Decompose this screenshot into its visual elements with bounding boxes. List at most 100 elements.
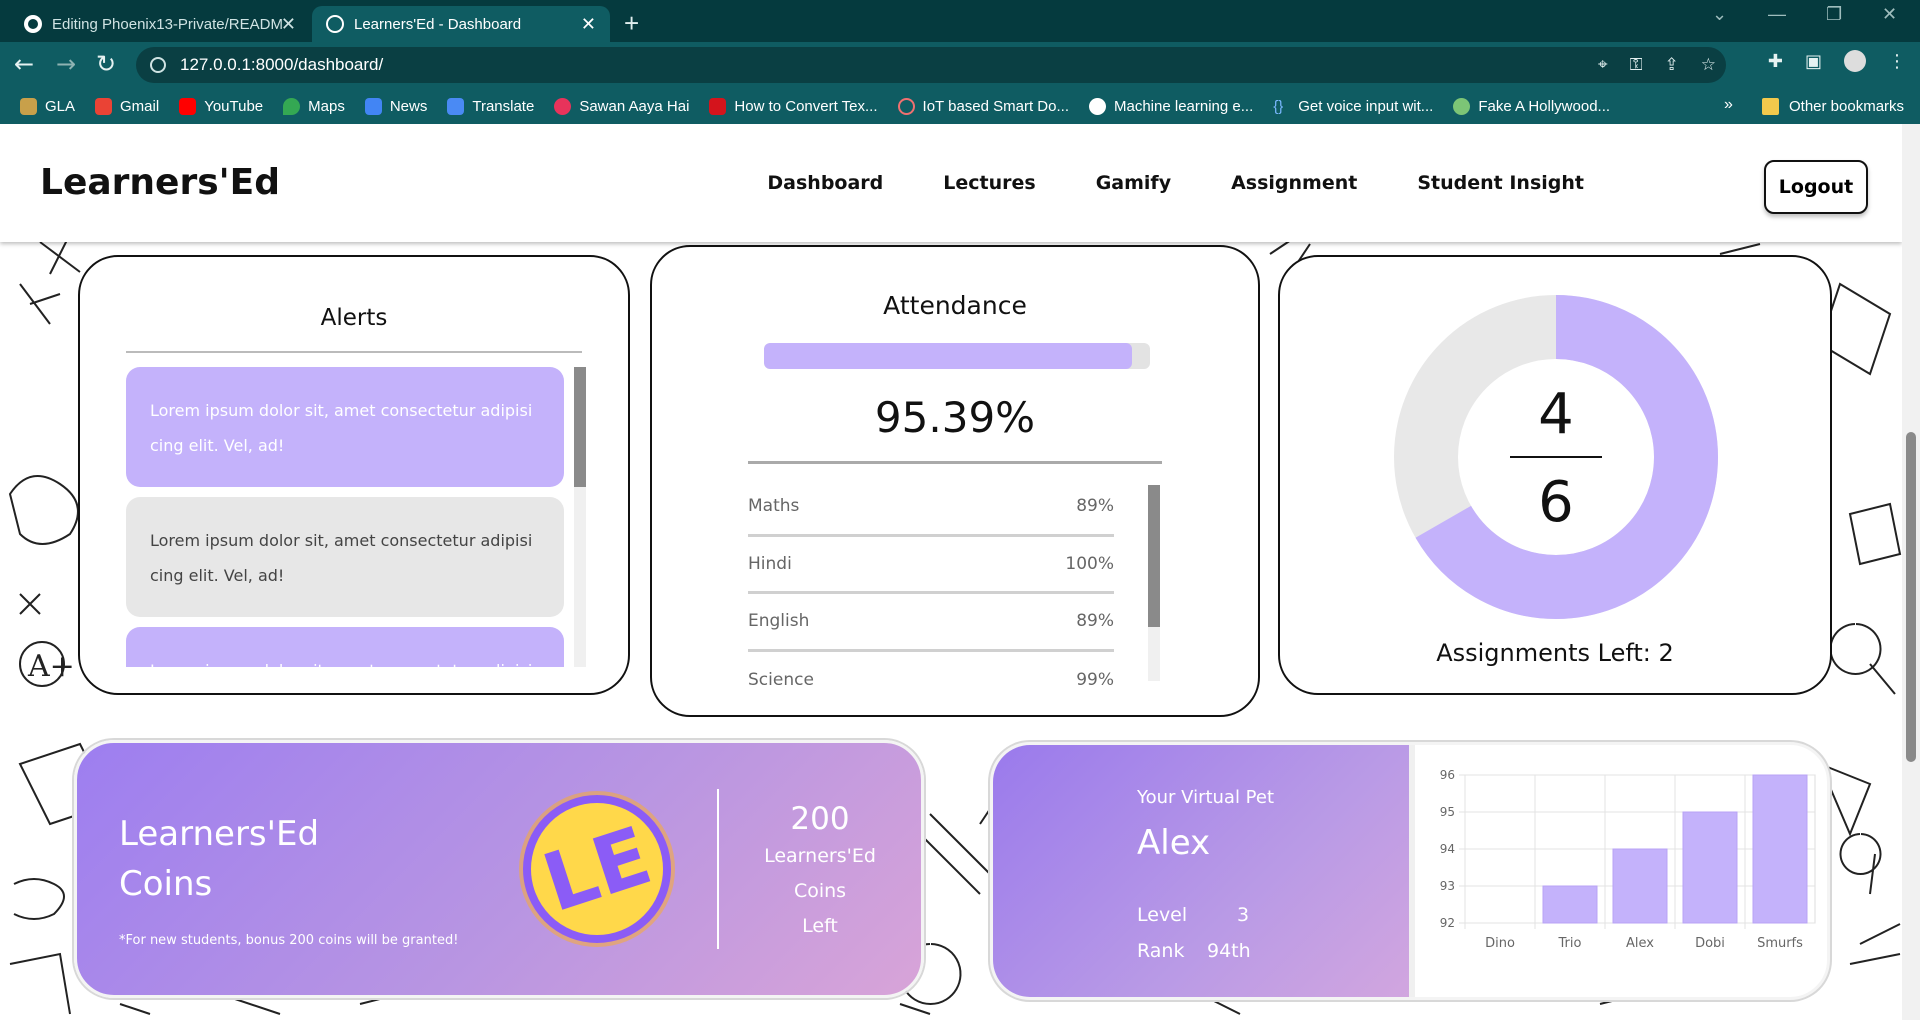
reload-icon[interactable]: ↻ xyxy=(96,50,117,78)
bookmark-news[interactable]: News xyxy=(364,97,427,115)
bookmark-voice[interactable]: {} Get voice input wit... xyxy=(1273,97,1434,115)
new-tab-button[interactable]: + xyxy=(624,8,640,38)
coins-amount-value: 200 xyxy=(790,801,850,837)
y-tick-label: 96 xyxy=(1440,768,1455,782)
menu-icon[interactable]: ⋮ xyxy=(1888,50,1906,72)
subject-row: Science 99% xyxy=(748,652,1114,692)
hollywood-icon xyxy=(1453,97,1471,115)
bookmark-maps[interactable]: Maps xyxy=(283,97,345,115)
pet-rank-chart: 92 93 94 95 96 Dino Trio Alex Dobi Smurfs xyxy=(1440,768,1816,951)
bookmark-gla[interactable]: GLA xyxy=(20,97,75,115)
page-scrollbar[interactable] xyxy=(1902,124,1920,1020)
tab-github[interactable]: Editing Phoenix13-Private/READM ✕ xyxy=(10,6,310,42)
pet-level-row: Level 3 xyxy=(1137,897,1251,933)
pet-name: Alex xyxy=(1137,823,1211,863)
bookmark-iot[interactable]: IoT based Smart Do... xyxy=(897,97,1069,115)
y-tick-label: 92 xyxy=(1440,916,1455,930)
bar-trio xyxy=(1542,885,1598,924)
youtube-icon xyxy=(179,97,197,115)
forward-icon[interactable]: → xyxy=(56,50,77,78)
alerts-scrollbar[interactable] xyxy=(574,367,586,667)
nav-student-insight[interactable]: Student Insight xyxy=(1417,172,1584,194)
bookmark-translate[interactable]: Translate xyxy=(447,97,534,115)
pet-info: Your Virtual Pet Alex Level 3 Rank 94th xyxy=(993,745,1409,997)
y-tick-label: 93 xyxy=(1440,879,1455,893)
subject-row: Hindi 100% xyxy=(748,537,1114,594)
share-icon[interactable]: ⇪ xyxy=(1664,55,1679,74)
url-text: 127.0.0.1:8000/dashboard/ xyxy=(180,55,384,74)
coins-title: Learners'Ed Coins xyxy=(119,809,379,909)
bar-smurfs xyxy=(1752,774,1808,924)
donut-completed xyxy=(1394,295,1718,619)
subject-value: 100% xyxy=(1065,553,1114,574)
bar-dobi xyxy=(1682,811,1738,924)
bookmarks-more-icon[interactable]: » xyxy=(1724,96,1733,113)
close-window-button[interactable]: ✕ xyxy=(1882,4,1898,24)
triangle-icon xyxy=(709,97,727,115)
tab-dashboard[interactable]: Learners'Ed - Dashboard ✕ xyxy=(312,6,610,42)
sidebar-icon[interactable]: ▣ xyxy=(1804,50,1822,72)
bookmark-youtube[interactable]: YouTube xyxy=(179,97,263,115)
folder-icon xyxy=(1762,97,1779,115)
alert-item[interactable]: Lorem ipsum dolor sit, amet consectetur … xyxy=(126,497,564,617)
site-info-icon[interactable] xyxy=(150,57,166,73)
scrollbar-thumb[interactable] xyxy=(1906,432,1916,762)
pet-rank-row: Rank 94th xyxy=(1137,933,1251,969)
nav-assignment[interactable]: Assignment xyxy=(1231,172,1358,194)
tab-search-icon[interactable]: ⌄ xyxy=(1712,4,1728,24)
x-tick-label: Dino xyxy=(1485,936,1515,951)
subject-name: Science xyxy=(748,670,814,691)
app-navbar: Learners'Ed Dashboard Lectures Gamify As… xyxy=(0,124,1902,242)
back-icon[interactable]: ← xyxy=(14,50,35,78)
x-tick-label: Smurfs xyxy=(1757,936,1803,951)
assignments-completed: 4 xyxy=(1538,382,1574,447)
bookmark-sawan[interactable]: Sawan Aaya Hai xyxy=(554,97,689,115)
nav-links: Dashboard Lectures Gamify Assignment Stu… xyxy=(767,172,1584,194)
globe-icon xyxy=(1089,97,1106,115)
tab-title: Learners'Ed - Dashboard xyxy=(354,15,522,33)
extensions-icon[interactable]: ✚ xyxy=(1767,50,1783,72)
alert-item[interactable]: Lorem ipsum dolor sit, amet consectetur … xyxy=(126,627,564,667)
coins-amount-label-2: Coins xyxy=(793,880,847,902)
bookmark-hollywood[interactable]: Fake A Hollywood... xyxy=(1453,97,1610,115)
assignments-donut: 4 6 xyxy=(1394,295,1718,619)
close-tab-icon[interactable]: ✕ xyxy=(280,13,296,34)
nav-gamify[interactable]: Gamify xyxy=(1095,172,1172,194)
iot-icon xyxy=(897,97,915,115)
subject-name: Maths xyxy=(748,496,800,517)
bookmark-gmail[interactable]: Gmail xyxy=(95,97,159,115)
other-bookmarks[interactable]: Other bookmarks xyxy=(1762,88,1904,124)
subject-name: English xyxy=(748,611,810,632)
brand-logo[interactable]: Learners'Ed xyxy=(40,162,281,203)
subject-value: 89% xyxy=(1076,611,1114,632)
bookmark-convert[interactable]: How to Convert Tex... xyxy=(709,97,878,115)
gla-icon xyxy=(20,97,37,115)
attendance-percent: 95.39% xyxy=(874,393,1036,442)
bookmark-ml[interactable]: Machine learning e... xyxy=(1089,97,1253,115)
coins-amount-label-1: Learners'Ed xyxy=(764,845,876,867)
location-icon[interactable]: ⌖ xyxy=(1597,55,1608,74)
logout-button[interactable]: Logout xyxy=(1764,160,1868,214)
alerts-list[interactable]: Lorem ipsum dolor sit, amet consectetur … xyxy=(126,367,564,667)
assignments-total: 6 xyxy=(1538,470,1574,535)
attendance-scrollbar[interactable] xyxy=(1148,485,1160,681)
github-icon xyxy=(24,15,42,33)
maps-icon xyxy=(283,97,301,115)
subject-name: Hindi xyxy=(748,553,792,574)
pet-subtitle: Your Virtual Pet xyxy=(1137,787,1275,808)
maximize-button[interactable]: ❐ xyxy=(1826,4,1843,24)
nav-lectures[interactable]: Lectures xyxy=(943,172,1036,194)
profile-avatar[interactable] xyxy=(1844,50,1866,72)
x-tick-label: Alex xyxy=(1626,936,1654,951)
alert-item[interactable]: Lorem ipsum dolor sit, amet consectetur … xyxy=(126,367,564,487)
assignments-card: 4 6 Assignments Left: 2 xyxy=(1278,255,1832,695)
close-tab-icon[interactable]: ✕ xyxy=(580,13,596,34)
nav-dashboard[interactable]: Dashboard xyxy=(767,172,884,194)
globe-icon xyxy=(326,15,344,33)
minimize-button[interactable]: — xyxy=(1768,4,1786,24)
attendance-subject-list[interactable]: Maths 89% Hindi 100% English 89% Science 99% xyxy=(748,479,1114,691)
pet-rank-value: 94th xyxy=(1207,940,1251,962)
star-icon[interactable]: ☆ xyxy=(1700,55,1716,74)
key-icon[interactable]: ⚿ xyxy=(1629,55,1643,74)
url-input[interactable]: 127.0.0.1:8000/dashboard/ ⌖ ⚿ ⇪ ☆ xyxy=(136,47,1726,83)
